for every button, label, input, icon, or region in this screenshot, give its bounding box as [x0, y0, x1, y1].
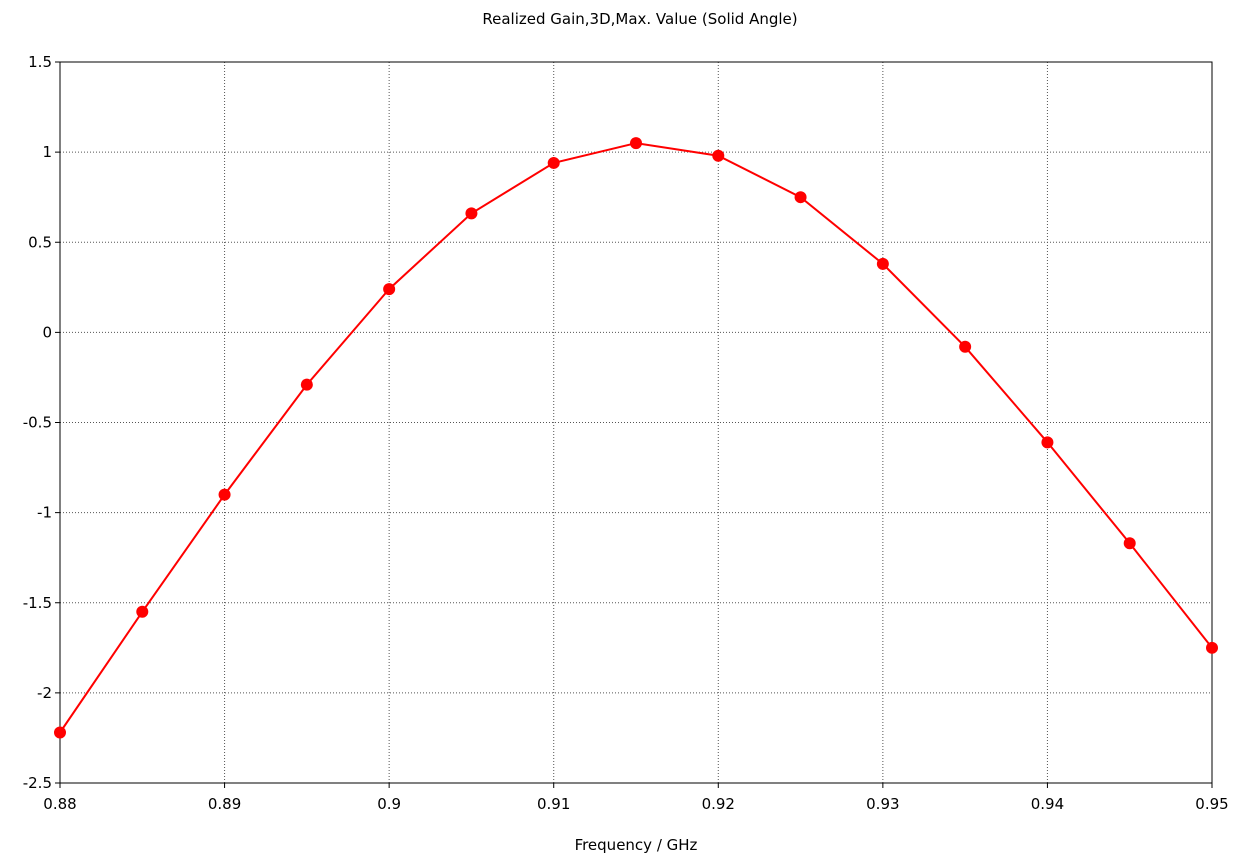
series-group — [54, 137, 1218, 739]
y-tick-label: -2 — [37, 684, 52, 702]
y-tick-label: 1.5 — [28, 53, 52, 71]
data-point — [383, 283, 396, 296]
y-tick-label: 1 — [42, 143, 52, 161]
y-tick-label: 0.5 — [28, 233, 52, 251]
data-point — [712, 149, 725, 162]
chart-title: Realized Gain,3D,Max. Value (Solid Angle… — [482, 10, 797, 28]
data-point — [300, 378, 313, 391]
y-axis-ticks: 1.5 1 0.5 0 -0.5 -1 -1.5 -2 -2.5 — [23, 53, 60, 792]
data-point — [547, 156, 560, 169]
data-point — [218, 488, 231, 501]
x-axis-ticks: 0.88 0.89 0.9 0.91 0.92 0.93 0.94 0.95 — [43, 783, 1229, 813]
x-tick-label: 0.92 — [702, 795, 735, 813]
x-tick-label: 0.88 — [43, 795, 76, 813]
y-tick-label: 0 — [42, 323, 52, 341]
y-tick-label: -0.5 — [23, 414, 52, 432]
y-tick-label: -1.5 — [23, 594, 52, 612]
data-point — [54, 726, 66, 739]
data-point — [1206, 641, 1218, 654]
data-point — [136, 605, 149, 618]
x-tick-label: 0.94 — [1031, 795, 1064, 813]
data-point — [630, 137, 642, 150]
x-tick-label: 0.89 — [208, 795, 241, 813]
data-point — [876, 257, 889, 270]
data-point — [1041, 436, 1054, 449]
x-tick-label: 0.93 — [866, 795, 899, 813]
data-point — [1123, 537, 1136, 550]
x-tick-label: 0.91 — [537, 795, 570, 813]
y-tick-label: -1 — [37, 504, 52, 522]
data-point — [959, 340, 972, 353]
x-tick-label: 0.9 — [377, 795, 401, 813]
grid — [60, 62, 1212, 783]
y-tick-label: -2.5 — [23, 774, 52, 792]
series-line — [59, 142, 1213, 734]
data-point — [794, 191, 807, 204]
x-tick-label: 0.95 — [1195, 795, 1228, 813]
x-axis-title: Frequency / GHz — [575, 836, 698, 854]
data-point — [465, 207, 478, 220]
